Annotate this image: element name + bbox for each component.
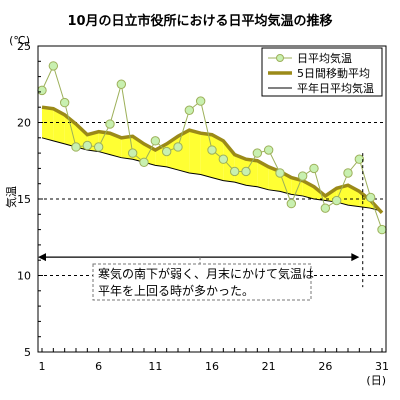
deviation-fill-segment — [234, 154, 246, 186]
daily-mean-point — [354, 154, 365, 164]
x-tick-label: 6 — [95, 360, 102, 373]
annotation-line-2: 平年を上回る時が多かった。 — [98, 283, 254, 298]
daily-mean-point — [331, 195, 342, 206]
x-tick-label: 11 — [148, 360, 162, 373]
y-tick-label: 25 — [17, 40, 31, 53]
annotation-arrow-head-left — [38, 253, 46, 262]
legend-label-normal: 平年日平均気温 — [297, 81, 374, 95]
y-unit-label: (℃) — [9, 34, 30, 47]
daily-mean-point — [241, 166, 251, 177]
annotation: 寒気の南下が弱く、月末にかけて気温は 平年を上回る時が多かった。 — [38, 153, 364, 301]
deviation-fill-segment — [53, 108, 65, 144]
annotation-span-arrow — [38, 253, 360, 262]
daily-mean-point — [343, 168, 353, 178]
chart-title: 10月の日立市役所における日平均気温の推移 — [67, 13, 332, 29]
daily-mean-point — [275, 168, 285, 178]
legend-label-moving-average: 5日間移動平均 — [297, 66, 370, 80]
legend: 日平均気温 5日間移動平均 平年日平均気温 — [261, 47, 383, 97]
y-tick-label: 15 — [17, 193, 31, 206]
daily-mean-point — [82, 140, 93, 151]
deviation-fill-segment — [178, 130, 190, 173]
daily-mean-point — [71, 142, 81, 152]
annotation-arrow-head-right — [351, 253, 360, 262]
x-tick-label: 1 — [39, 360, 46, 373]
y-tick-label: 10 — [17, 270, 31, 283]
daily-mean-point — [48, 61, 59, 71]
deviation-fill-segment — [257, 160, 269, 190]
daily-mean-point — [252, 148, 263, 158]
deviation-fill-segment — [42, 107, 54, 141]
daily-mean-point — [37, 85, 47, 96]
deviation-fill-segment — [212, 134, 224, 181]
daily-mean-point — [116, 79, 127, 89]
daily-mean-point — [173, 142, 183, 152]
deviation-fill-layer — [42, 107, 382, 213]
x-tick-label: 31 — [375, 360, 389, 373]
daily-mean-point — [297, 171, 308, 181]
daily-mean-point — [207, 145, 217, 155]
daily-mean-point — [320, 203, 331, 213]
daily-mean-point — [218, 154, 229, 164]
daily-mean-point — [93, 142, 104, 152]
x-tick-label: 16 — [205, 360, 219, 373]
y-tick-label: 5 — [24, 346, 31, 359]
deviation-fill-segment — [110, 133, 122, 158]
daily-mean-point — [127, 148, 138, 158]
x-unit-label: (日) — [366, 374, 386, 387]
x-tick-label: 21 — [262, 360, 276, 373]
daily-mean-point — [105, 119, 115, 129]
daily-mean-point — [377, 224, 387, 235]
daily-mean-point — [161, 146, 172, 157]
deviation-fill-segment — [200, 133, 212, 178]
deviation-fill-segment — [189, 130, 201, 175]
x-tick-label: 26 — [318, 360, 332, 373]
daily-mean-point — [150, 136, 161, 146]
y-axis-label: 気温 — [4, 186, 18, 208]
daily-mean-point — [229, 166, 240, 177]
annotation-box — [92, 263, 312, 301]
y-tick-label: 20 — [17, 117, 31, 130]
legend-label-daily: 日平均気温 — [297, 51, 352, 65]
daily-mean-point — [309, 163, 319, 174]
daily-mean-point — [365, 192, 376, 203]
daily-mean-point — [59, 97, 70, 108]
moving-average-line — [41, 105, 384, 214]
legend-marker-daily — [276, 54, 284, 62]
daily-mean-point — [286, 198, 297, 209]
daily-mean-point — [195, 96, 206, 106]
daily-mean-point — [263, 145, 274, 155]
series-layer — [37, 61, 387, 235]
daily-mean-point — [184, 105, 195, 115]
annotation-line-1: 寒気の南下が弱く、月末にかけて気温は — [98, 266, 314, 281]
daily-mean-point — [139, 157, 149, 167]
